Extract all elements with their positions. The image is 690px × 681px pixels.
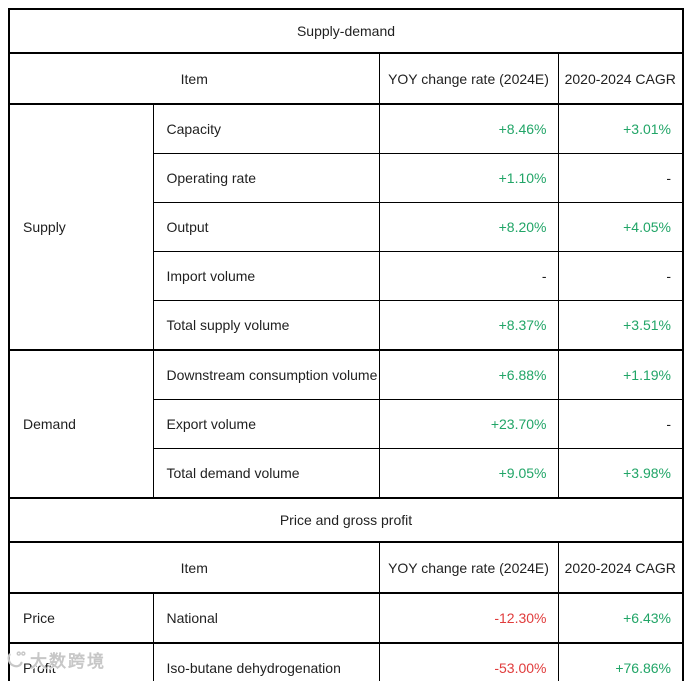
table-row: Total supply volume +8.37% +3.51% — [9, 300, 684, 351]
yoy-value-cell: - — [378, 251, 559, 301]
item-cell: Total supply volume — [152, 300, 380, 351]
cagr-value-cell: - — [557, 399, 684, 449]
section-title-row: Price and gross profit — [8, 497, 684, 543]
yoy-column-header: YOY change rate (2024E) — [378, 52, 559, 105]
table-row: Export volume +23.70% - — [9, 399, 684, 449]
table-row: Import volume - - — [9, 251, 684, 301]
cagr-column-header: 2020-2024 CAGR — [557, 52, 684, 105]
table-row: Total demand volume +9.05% +3.98% — [9, 448, 684, 499]
column-header-row: Item YOY change rate (2024E) 2020-2024 CAG… — [8, 52, 684, 105]
table-row: Demand Downstream consumption volume +6.88… — [8, 349, 684, 499]
column-header-row: Item YOY change rate (2024E) 2020-2024 CAG… — [8, 541, 684, 594]
group-label-cell: Supply — [8, 103, 154, 351]
table-row: Operating rate +1.10% - — [9, 153, 684, 203]
table-row: Output +8.20% +4.05% — [9, 202, 684, 252]
item-cell: Iso-butane dehydrogenation — [152, 642, 380, 681]
group-label-cell: Profit — [8, 642, 154, 681]
item-cell: National — [152, 592, 380, 644]
cagr-value-cell: +4.05% — [557, 202, 684, 252]
group-label-cell: Price — [8, 592, 154, 644]
yoy-value-cell: +1.10% — [378, 153, 559, 203]
section-title: Supply-demand — [8, 8, 684, 54]
item-column-header: Item — [8, 541, 380, 594]
yoy-value-cell: -12.30% — [378, 592, 559, 644]
table-row: Profit Iso-butane dehydrogenation -53.00% +… — [8, 642, 684, 681]
item-column-header: Item — [8, 52, 380, 105]
table-row: Supply Capacity +8.46% +3.01% — [8, 103, 684, 351]
yoy-value-cell: +8.37% — [378, 300, 559, 351]
item-cell: Operating rate — [152, 153, 380, 203]
cagr-value-cell: +6.43% — [557, 592, 684, 644]
yoy-value-cell: +8.20% — [378, 202, 559, 252]
yoy-value-cell: +6.88% — [378, 349, 559, 400]
section-title: Price and gross profit — [8, 497, 684, 543]
yoy-value-cell: -53.00% — [378, 642, 559, 681]
cagr-value-cell: +3.01% — [557, 103, 684, 154]
item-cell: Downstream consumption volume — [152, 349, 380, 400]
yoy-value-cell: +9.05% — [378, 448, 559, 499]
item-cell: Output — [152, 202, 380, 252]
supply-demand-table: Supply-demand Item YOY change rate (2024E)… — [8, 8, 684, 681]
cagr-value-cell: +3.51% — [557, 300, 684, 351]
item-cell: Export volume — [152, 399, 380, 449]
cagr-value-cell: - — [557, 251, 684, 301]
item-cell: Total demand volume — [152, 448, 380, 499]
cagr-value-cell: +3.98% — [557, 448, 684, 499]
cagr-value-cell: +1.19% — [557, 349, 684, 400]
yoy-value-cell: +23.70% — [378, 399, 559, 449]
item-cell: Capacity — [152, 103, 380, 154]
cagr-column-header: 2020-2024 CAGR — [557, 541, 684, 594]
yoy-value-cell: +8.46% — [378, 103, 559, 154]
cagr-value-cell: +76.86% — [557, 642, 684, 681]
cagr-value-cell: - — [557, 153, 684, 203]
section-title-row: Supply-demand — [8, 8, 684, 54]
yoy-column-header: YOY change rate (2024E) — [378, 541, 559, 594]
group-label-cell: Demand — [8, 349, 154, 499]
table-row: Price National -12.30% +6.43% — [8, 592, 684, 644]
item-cell: Import volume — [152, 251, 380, 301]
